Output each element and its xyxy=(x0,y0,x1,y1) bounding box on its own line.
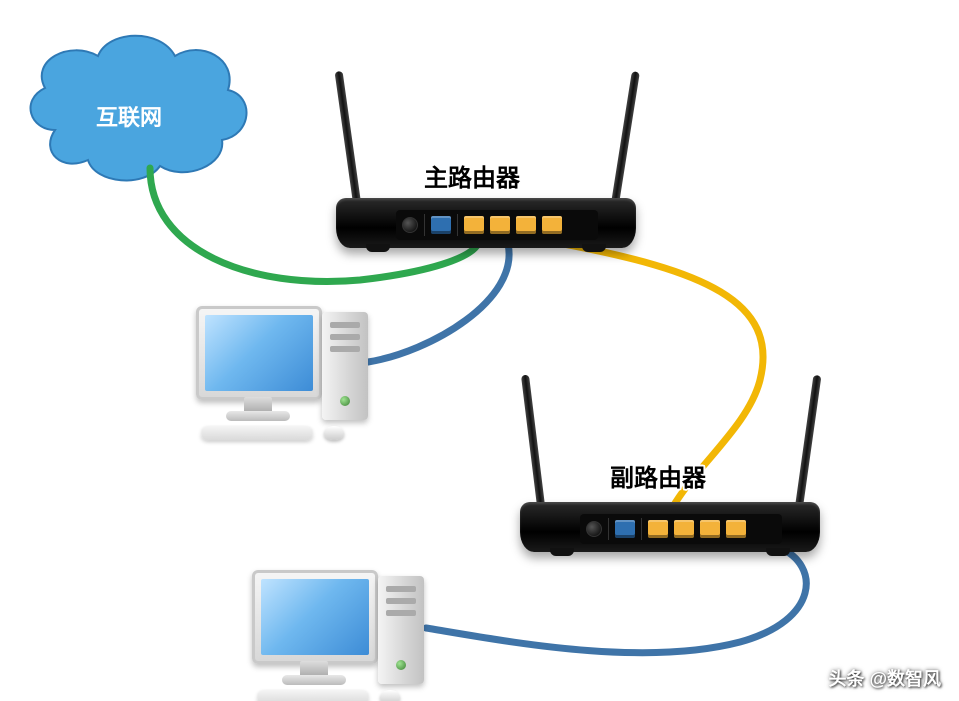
lan-port xyxy=(490,216,510,234)
keyboard-icon xyxy=(257,690,370,701)
antenna-icon xyxy=(610,71,640,211)
router-body xyxy=(336,198,636,248)
computer-pc2 xyxy=(252,570,442,701)
monitor-icon xyxy=(196,306,322,400)
lan-port xyxy=(516,216,536,234)
pc-tower-icon xyxy=(378,576,424,684)
main-router-label: 主路由器 xyxy=(424,158,520,193)
computer-pc1 xyxy=(196,306,386,446)
router-feet xyxy=(356,244,616,252)
diagram-canvas: 互联网 xyxy=(0,0,959,701)
lan-port xyxy=(726,520,746,538)
separator xyxy=(424,214,425,236)
cable-sub-to-pc2 xyxy=(426,548,806,653)
sub-router-label: 副路由器 xyxy=(610,458,706,493)
wan-port xyxy=(615,520,635,538)
lan-port xyxy=(700,520,720,538)
antenna-icon xyxy=(521,375,546,515)
separator xyxy=(608,518,609,540)
keyboard-icon xyxy=(201,426,314,441)
antenna-icon xyxy=(794,375,821,515)
separator xyxy=(641,518,642,540)
mouse-icon xyxy=(380,690,400,701)
lan-port xyxy=(674,520,694,538)
router-body xyxy=(520,502,820,552)
power-jack-icon xyxy=(402,217,418,233)
lan-port xyxy=(464,216,484,234)
mouse-icon xyxy=(324,426,344,440)
router-feet xyxy=(540,548,800,556)
lan-port xyxy=(542,216,562,234)
router-ports-panel xyxy=(396,210,598,240)
cable-main-to-pc1 xyxy=(368,244,509,362)
power-jack-icon xyxy=(586,521,602,537)
monitor-base xyxy=(282,675,346,685)
router-ports-panel xyxy=(580,514,782,544)
internet-cloud-label: 互联网 xyxy=(96,100,162,132)
monitor-icon xyxy=(252,570,378,664)
wan-port xyxy=(431,216,451,234)
separator xyxy=(457,214,458,236)
lan-port xyxy=(648,520,668,538)
monitor-base xyxy=(226,411,290,421)
watermark-text: 头条 @数智风 xyxy=(828,665,941,691)
pc-tower-icon xyxy=(322,312,368,420)
antenna-icon xyxy=(335,71,362,211)
